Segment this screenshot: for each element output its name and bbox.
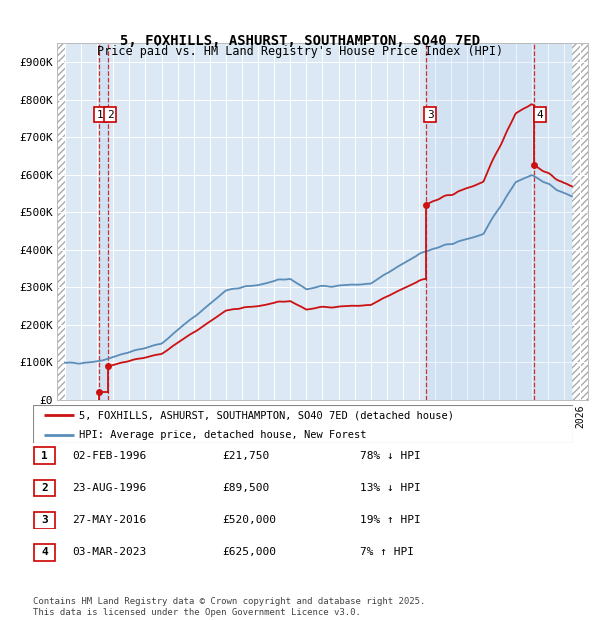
Text: 13% ↓ HPI: 13% ↓ HPI bbox=[360, 483, 421, 493]
Text: 5, FOXHILLS, ASHURST, SOUTHAMPTON, SO40 7ED: 5, FOXHILLS, ASHURST, SOUTHAMPTON, SO40 … bbox=[120, 34, 480, 48]
Text: £520,000: £520,000 bbox=[222, 515, 276, 525]
Bar bbox=[425, 43, 535, 400]
Text: 2: 2 bbox=[41, 483, 48, 493]
Text: 27-MAY-2016: 27-MAY-2016 bbox=[72, 515, 146, 525]
Text: Contains HM Land Registry data © Crown copyright and database right 2025.
This d: Contains HM Land Registry data © Crown c… bbox=[33, 598, 425, 617]
Text: 19% ↑ HPI: 19% ↑ HPI bbox=[360, 515, 421, 525]
Text: £625,000: £625,000 bbox=[222, 547, 276, 557]
Text: 78% ↓ HPI: 78% ↓ HPI bbox=[360, 451, 421, 461]
Text: Price paid vs. HM Land Registry's House Price Index (HPI): Price paid vs. HM Land Registry's House … bbox=[97, 45, 503, 58]
Bar bbox=[535, 43, 572, 400]
Text: £21,750: £21,750 bbox=[222, 451, 269, 461]
Text: 5, FOXHILLS, ASHURST, SOUTHAMPTON, SO40 7ED (detached house): 5, FOXHILLS, ASHURST, SOUTHAMPTON, SO40 … bbox=[79, 410, 454, 420]
Text: £89,500: £89,500 bbox=[222, 483, 269, 493]
Bar bbox=[98, 43, 107, 400]
Text: 2: 2 bbox=[107, 110, 113, 120]
Text: 3: 3 bbox=[427, 110, 434, 120]
Text: HPI: Average price, detached house, New Forest: HPI: Average price, detached house, New … bbox=[79, 430, 367, 440]
Text: 23-AUG-1996: 23-AUG-1996 bbox=[72, 483, 146, 493]
Text: 4: 4 bbox=[536, 110, 543, 120]
Text: 02-FEB-1996: 02-FEB-1996 bbox=[72, 451, 146, 461]
Text: 03-MAR-2023: 03-MAR-2023 bbox=[72, 547, 146, 557]
Text: 3: 3 bbox=[41, 515, 48, 525]
Text: 4: 4 bbox=[41, 547, 48, 557]
Bar bbox=[572, 43, 588, 400]
Text: 7% ↑ HPI: 7% ↑ HPI bbox=[360, 547, 414, 557]
Bar bbox=[57, 43, 65, 400]
Text: 1: 1 bbox=[97, 110, 104, 120]
Text: 1: 1 bbox=[41, 451, 48, 461]
